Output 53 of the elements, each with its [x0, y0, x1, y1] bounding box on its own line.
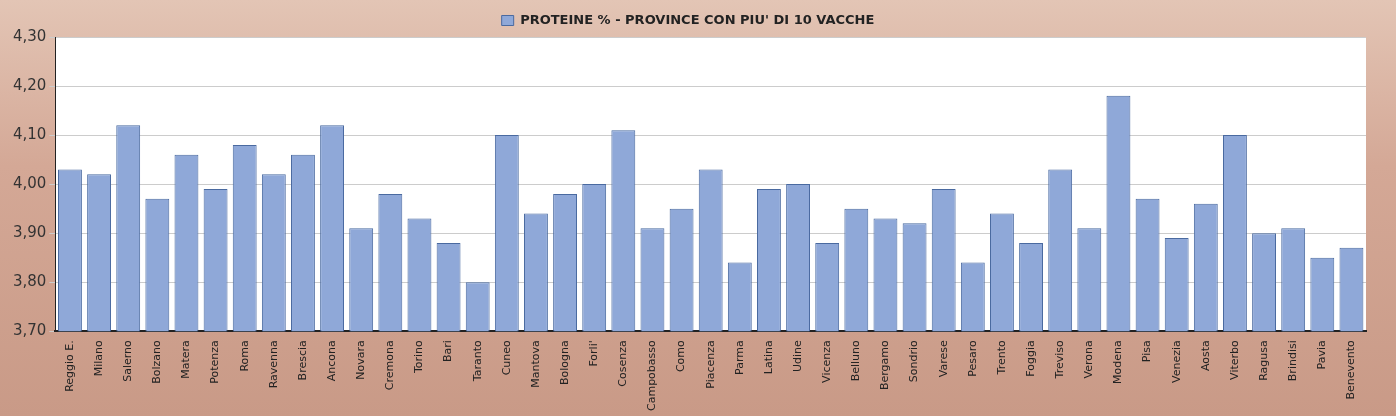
- x-tick-label: Treviso: [1053, 339, 1067, 380]
- y-tick-label: 3,70: [12, 321, 47, 340]
- x-tick-label: Torino: [412, 339, 426, 375]
- x-tick-label: Bolzano: [150, 339, 164, 384]
- x-tick-label: Pavia: [1315, 340, 1329, 370]
- x-tick-label: Pisa: [1140, 340, 1154, 363]
- x-tick-label: Forli': [587, 340, 601, 367]
- x-tick-label: Salerno: [121, 339, 135, 382]
- x-tick-label: Pesaro: [965, 339, 979, 377]
- x-tick-label: Brescia: [295, 340, 309, 381]
- x-tick-label: Potenza: [208, 340, 222, 384]
- x-tick-label: Parma: [732, 340, 746, 375]
- x-tick-label: Ravenna: [266, 340, 280, 389]
- x-tick-label: Aosta: [1198, 340, 1212, 372]
- x-tick-label: Venezia: [1169, 340, 1183, 383]
- x-tick-label: Matera: [179, 340, 193, 379]
- x-tick-label: Benevento: [1344, 339, 1358, 400]
- x-tick-label: Varese: [936, 340, 950, 378]
- x-tick-label: Brindisi: [1286, 340, 1300, 382]
- x-tick-label: Udine: [790, 340, 804, 373]
- x-tick-label: Vicenza: [820, 340, 834, 383]
- x-tick-label: Bergamo: [878, 339, 892, 391]
- y-tick-label: 4,00: [12, 174, 47, 193]
- x-tick-label: Mantova: [528, 340, 542, 388]
- x-tick-label: Trento: [994, 339, 1008, 376]
- x-tick-label: Cremona: [383, 340, 397, 391]
- x-tick-label: Milano: [91, 339, 105, 377]
- x-tick-label: Reggio E.: [62, 340, 76, 392]
- y-tick-label: 4,20: [12, 75, 47, 94]
- x-tick-label: Novara: [354, 340, 368, 380]
- x-tick-label: Foggia: [1023, 340, 1037, 377]
- x-tick-label: Modena: [1111, 340, 1125, 384]
- x-tick-label: Cosenza: [616, 340, 630, 387]
- x-tick-label: Roma: [237, 340, 251, 372]
- y-tick-label: 3,90: [12, 223, 47, 242]
- x-tick-label: Bari: [441, 340, 455, 363]
- legend-label: PROTEINE % - PROVINCE CON PIU' DI 10 VACCHE: [520, 11, 875, 27]
- x-tick-label: Piacenza: [703, 340, 717, 389]
- x-tick-label: Cuneo: [499, 339, 513, 376]
- x-tick-label: Verona: [1082, 340, 1096, 379]
- x-tick-label: Como: [674, 339, 688, 373]
- x-tick-label: Taranto: [470, 339, 484, 383]
- x-tick-label: Bologna: [557, 340, 571, 385]
- x-tick-label: Belluno: [849, 339, 863, 382]
- x-tick-label: Viterbo: [1227, 339, 1241, 380]
- y-tick-label: 4,10: [12, 124, 47, 143]
- x-tick-label: Campobasso: [645, 339, 659, 411]
- x-tick-label: Latina: [761, 340, 775, 375]
- y-tick-label: 3,80: [12, 272, 47, 291]
- x-tick-label: Sondrio: [907, 339, 921, 383]
- x-tick-label: Ragusa: [1256, 340, 1270, 381]
- x-tick-label: Ancona: [324, 340, 338, 382]
- y-tick-label: 4,30: [12, 26, 47, 45]
